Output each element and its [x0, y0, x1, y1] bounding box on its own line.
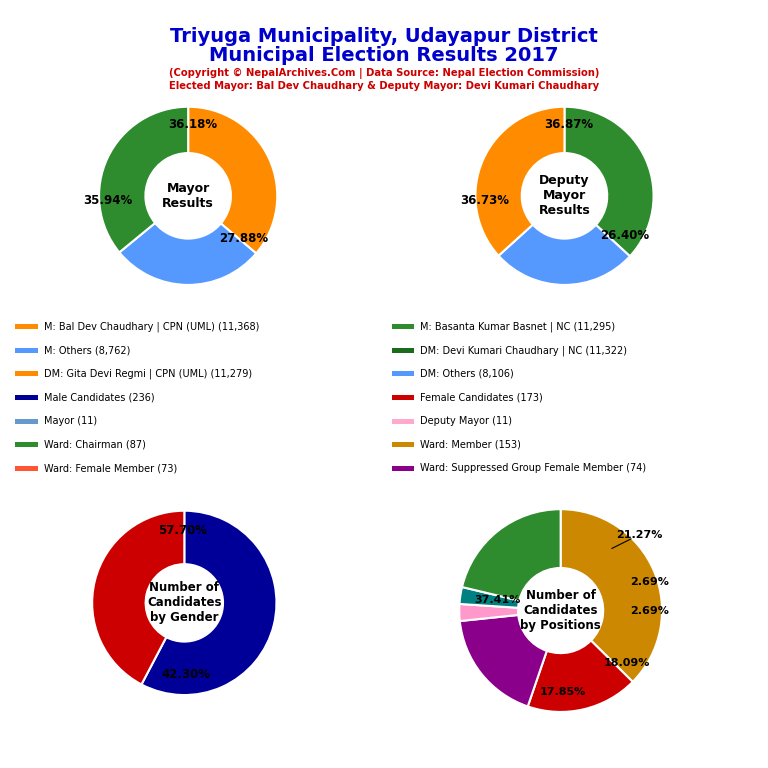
Text: Mayor (11): Mayor (11) — [44, 416, 97, 426]
Wedge shape — [119, 223, 257, 285]
Wedge shape — [498, 224, 630, 285]
FancyBboxPatch shape — [15, 348, 38, 353]
Text: Municipal Election Results 2017: Municipal Election Results 2017 — [209, 46, 559, 65]
FancyBboxPatch shape — [15, 395, 38, 400]
Text: DM: Devi Kumari Chaudhary | NC (11,322): DM: Devi Kumari Chaudhary | NC (11,322) — [420, 345, 627, 356]
Text: 36.87%: 36.87% — [545, 118, 594, 131]
Text: Deputy
Mayor
Results: Deputy Mayor Results — [538, 174, 591, 217]
Wedge shape — [459, 604, 518, 621]
FancyBboxPatch shape — [392, 372, 414, 376]
Wedge shape — [459, 587, 519, 607]
Text: 35.94%: 35.94% — [84, 194, 133, 207]
Text: 42.30%: 42.30% — [161, 668, 210, 681]
Text: Ward: Suppressed Group Female Member (74): Ward: Suppressed Group Female Member (74… — [420, 463, 646, 473]
Text: 26.40%: 26.40% — [601, 230, 650, 243]
Text: Ward: Chairman (87): Ward: Chairman (87) — [44, 439, 146, 449]
Text: Ward: Female Member (73): Ward: Female Member (73) — [44, 463, 177, 473]
Text: (Copyright © NepalArchives.Com | Data Source: Nepal Election Commission): (Copyright © NepalArchives.Com | Data So… — [169, 68, 599, 78]
FancyBboxPatch shape — [15, 442, 38, 447]
Text: Male Candidates (236): Male Candidates (236) — [44, 392, 154, 402]
Wedge shape — [141, 511, 276, 695]
Text: Deputy Mayor (11): Deputy Mayor (11) — [420, 416, 512, 426]
Text: 36.18%: 36.18% — [168, 118, 217, 131]
Wedge shape — [92, 511, 184, 684]
FancyBboxPatch shape — [392, 465, 414, 471]
Wedge shape — [561, 509, 662, 682]
Text: M: Others (8,762): M: Others (8,762) — [44, 346, 131, 356]
Wedge shape — [99, 107, 188, 253]
Text: 17.85%: 17.85% — [540, 687, 586, 697]
Text: DM: Others (8,106): DM: Others (8,106) — [420, 369, 514, 379]
FancyBboxPatch shape — [392, 324, 414, 329]
FancyBboxPatch shape — [392, 419, 414, 423]
Text: 21.27%: 21.27% — [617, 529, 663, 540]
Text: Mayor
Results: Mayor Results — [162, 182, 214, 210]
Text: 36.73%: 36.73% — [460, 194, 509, 207]
Text: 27.88%: 27.88% — [219, 232, 268, 245]
FancyBboxPatch shape — [15, 324, 38, 329]
Text: DM: Gita Devi Regmi | CPN (UML) (11,279): DM: Gita Devi Regmi | CPN (UML) (11,279) — [44, 369, 252, 379]
FancyBboxPatch shape — [392, 395, 414, 400]
Text: 57.70%: 57.70% — [158, 525, 207, 538]
Text: Number of
Candidates
by Positions: Number of Candidates by Positions — [520, 589, 601, 632]
Wedge shape — [564, 107, 654, 257]
Text: 18.09%: 18.09% — [604, 658, 650, 668]
FancyBboxPatch shape — [392, 348, 414, 353]
FancyBboxPatch shape — [15, 372, 38, 376]
Text: Number of
Candidates
by Gender: Number of Candidates by Gender — [147, 581, 222, 624]
FancyBboxPatch shape — [15, 465, 38, 471]
FancyBboxPatch shape — [15, 419, 38, 423]
Text: Female Candidates (173): Female Candidates (173) — [420, 392, 543, 402]
Text: Ward: Member (153): Ward: Member (153) — [420, 439, 521, 449]
Text: 2.69%: 2.69% — [631, 605, 669, 616]
Wedge shape — [462, 509, 561, 601]
Wedge shape — [475, 107, 564, 256]
Text: Triyuga Municipality, Udayapur District: Triyuga Municipality, Udayapur District — [170, 27, 598, 46]
Wedge shape — [528, 641, 633, 712]
Text: M: Basanta Kumar Basnet | NC (11,295): M: Basanta Kumar Basnet | NC (11,295) — [420, 322, 615, 332]
Text: 2.69%: 2.69% — [631, 578, 669, 588]
Wedge shape — [188, 107, 277, 253]
Text: M: Bal Dev Chaudhary | CPN (UML) (11,368): M: Bal Dev Chaudhary | CPN (UML) (11,368… — [44, 322, 259, 332]
Text: 37.41%: 37.41% — [475, 595, 521, 605]
FancyBboxPatch shape — [392, 442, 414, 447]
Text: Elected Mayor: Bal Dev Chaudhary & Deputy Mayor: Devi Kumari Chaudhary: Elected Mayor: Bal Dev Chaudhary & Deput… — [169, 81, 599, 91]
Wedge shape — [460, 615, 547, 707]
